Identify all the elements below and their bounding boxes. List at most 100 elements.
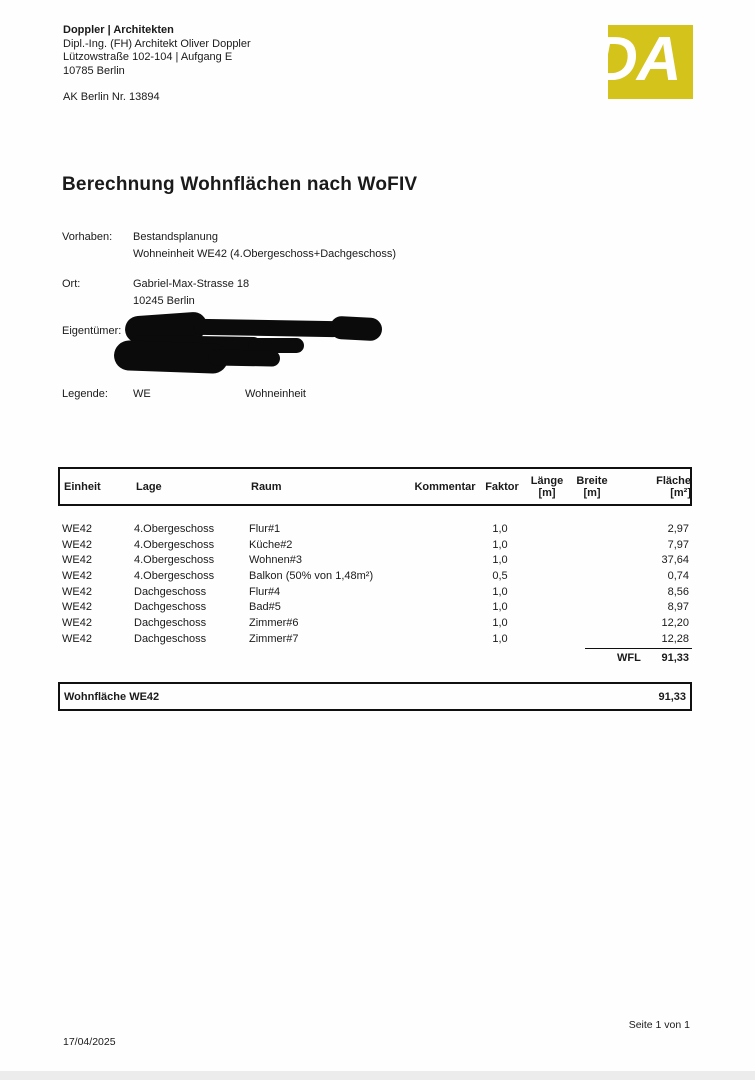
cell-flaeche: 8,97 xyxy=(667,601,689,614)
letterhead: Doppler | Architekten Dipl.-Ing. (FH) Ar… xyxy=(63,24,251,105)
cell-lage: Dachgeschoss xyxy=(134,632,207,645)
cell-einheit: WE42 xyxy=(62,554,92,567)
summary-label: Wohnfläche WE42 xyxy=(64,690,160,703)
col-header-breite-line2: [m] xyxy=(583,486,601,499)
architect-name: Dipl.-Ing. (FH) Architekt Oliver Doppler xyxy=(63,37,251,50)
cell-breite xyxy=(568,616,612,632)
col-header-laenge-line2: [m] xyxy=(538,486,556,499)
cell-faktor: 0,5 xyxy=(492,570,508,583)
col-header-flaeche-line1: Fläche xyxy=(656,474,691,487)
cell-raum: Küche#2 xyxy=(249,538,293,551)
cell-lage: 4.Obergeschoss xyxy=(134,538,215,551)
table-row: WE42 Dachgeschoss Zimmer#6 1,0 12,20 xyxy=(58,616,692,632)
cell-flaeche: 37,64 xyxy=(661,554,689,567)
cell-breite xyxy=(568,585,612,601)
cell-flaeche: 8,56 xyxy=(667,585,689,598)
cell-einheit: WE42 xyxy=(62,523,92,535)
legende-label: Legende: xyxy=(62,388,108,400)
cell-lage: 4.Obergeschoss xyxy=(134,554,215,567)
cell-lage: Dachgeschoss xyxy=(134,617,207,630)
cell-lage: Dachgeschoss xyxy=(134,585,207,598)
total-row: WFL 91,33 xyxy=(58,650,692,666)
col-header-flaeche: Fläche [m²] xyxy=(614,475,694,499)
cell-laenge xyxy=(522,553,568,569)
summary-value: 91,33 xyxy=(658,690,686,703)
cell-flaeche: 12,20 xyxy=(661,617,689,630)
col-header-lage: Lage xyxy=(136,480,162,493)
page-title: Berechnung Wohnflächen nach WoFIV xyxy=(62,174,418,195)
cell-einheit: WE42 xyxy=(62,617,92,630)
cell-faktor: 1,0 xyxy=(492,523,508,535)
vorhaben-label: Vorhaben: xyxy=(62,231,113,243)
total-value: 91,33 xyxy=(661,652,689,664)
cell-raum: Wohnen#3 xyxy=(249,554,303,567)
col-header-flaeche-line2: [m²] xyxy=(670,486,691,499)
table-row: WE42 Dachgeschoss Bad#5 1,0 8,97 xyxy=(58,600,692,616)
cell-einheit: WE42 xyxy=(62,570,92,583)
cell-breite xyxy=(568,538,612,554)
cell-raum: Balkon (50% von 1,48m²) xyxy=(249,570,374,583)
cell-flaeche: 0,74 xyxy=(667,570,689,583)
redaction-stroke xyxy=(329,315,383,342)
cell-laenge xyxy=(522,616,568,632)
ort-label: Ort: xyxy=(62,278,81,290)
cell-faktor: 1,0 xyxy=(492,617,508,630)
eigentuemer-label: Eigentümer: xyxy=(62,325,122,337)
total-label: WFL xyxy=(617,652,641,664)
cell-kommentar xyxy=(408,616,478,632)
firm-name: Doppler | Architekten xyxy=(63,24,174,36)
cell-breite xyxy=(568,569,612,585)
redaction-stroke xyxy=(248,338,304,353)
cell-kommentar xyxy=(408,553,478,569)
ort-line1: Gabriel-Max-Strasse 18 xyxy=(133,278,250,290)
cell-lage: 4.Obergeschoss xyxy=(134,570,215,583)
cell-faktor: 1,0 xyxy=(492,601,508,614)
col-header-kommentar: Kommentar xyxy=(414,480,476,493)
cell-einheit: WE42 xyxy=(62,538,92,551)
cell-raum: Flur#1 xyxy=(249,523,281,535)
table-row: WE42 Dachgeschoss Flur#4 1,0 8,56 xyxy=(58,585,692,601)
table-row: WE42 Dachgeschoss Zimmer#7 1,0 12,28 xyxy=(58,632,692,648)
ort-line2: 10245 Berlin xyxy=(133,295,195,307)
cell-faktor: 1,0 xyxy=(492,585,508,598)
col-header-einheit: Einheit xyxy=(64,480,101,493)
cell-lage: 4.Obergeschoss xyxy=(134,523,215,535)
cell-raum: Bad#5 xyxy=(249,601,281,614)
ort-value: Gabriel-Max-Strasse 18 10245 Berlin xyxy=(133,276,553,310)
col-header-faktor: Faktor xyxy=(485,480,519,493)
table-row: WE42 4.Obergeschoss Flur#1 1,0 2,97 xyxy=(58,522,692,538)
cell-breite xyxy=(568,553,612,569)
footer-date: 17/04/2025 xyxy=(63,1036,116,1048)
table-body: WE42 4.Obergeschoss Flur#1 1,0 2,97 WE42… xyxy=(58,522,692,648)
cell-einheit: WE42 xyxy=(62,632,92,645)
chamber-registration: AK Berlin Nr. 13894 xyxy=(63,91,160,103)
vorhaben-line2: Wohneinheit WE42 (4.Obergeschoss+Dachges… xyxy=(133,248,397,260)
city-address: 10785 Berlin xyxy=(63,64,125,77)
col-header-breite: Breite [m] xyxy=(570,475,614,499)
footer-page-number: Seite 1 von 1 xyxy=(628,1019,690,1031)
vorhaben-value: Bestandsplanung Wohneinheit WE42 (4.Ober… xyxy=(133,229,553,263)
cell-faktor: 1,0 xyxy=(492,554,508,567)
redaction-stroke xyxy=(192,318,342,338)
cell-raum: Zimmer#6 xyxy=(249,617,299,630)
cell-flaeche: 12,28 xyxy=(661,632,689,645)
cell-kommentar xyxy=(408,538,478,554)
scan-page-edge xyxy=(0,1071,755,1080)
street-address: Lützowstraße 102-104 | Aufgang E xyxy=(63,51,233,63)
total-rule xyxy=(585,648,692,649)
cell-laenge xyxy=(522,632,568,648)
cell-flaeche: 7,97 xyxy=(667,538,689,551)
cell-flaeche: 2,97 xyxy=(667,523,689,535)
cell-faktor: 1,0 xyxy=(492,632,508,645)
col-header-raum: Raum xyxy=(251,480,282,493)
table-row: WE42 4.Obergeschoss Balkon (50% von 1,48… xyxy=(58,569,692,585)
cell-breite xyxy=(568,632,612,648)
cell-laenge xyxy=(522,522,568,538)
table-header-row: Einheit Lage Raum Kommentar Faktor Länge… xyxy=(58,467,692,506)
cell-einheit: WE42 xyxy=(62,585,92,598)
cell-kommentar xyxy=(408,569,478,585)
cell-einheit: WE42 xyxy=(62,601,92,614)
cell-raum: Flur#4 xyxy=(249,585,281,598)
area-table: Einheit Lage Raum Kommentar Faktor Länge… xyxy=(58,467,692,664)
vorhaben-line1: Bestandsplanung xyxy=(133,231,219,243)
